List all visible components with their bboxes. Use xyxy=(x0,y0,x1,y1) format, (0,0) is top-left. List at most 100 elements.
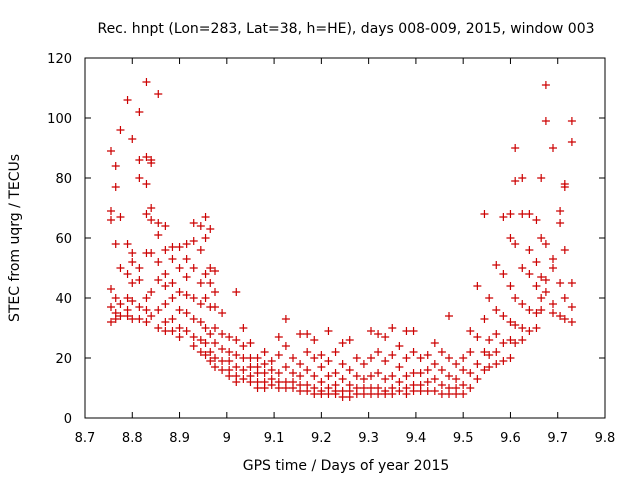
data-point xyxy=(161,318,170,326)
data-point xyxy=(338,375,347,383)
data-point xyxy=(211,303,219,311)
data-point xyxy=(395,342,404,350)
data-point xyxy=(556,312,565,320)
data-point xyxy=(549,144,557,152)
data-point xyxy=(246,378,255,386)
data-point xyxy=(189,264,198,272)
data-point xyxy=(154,231,163,239)
data-point xyxy=(142,306,151,314)
data-point xyxy=(147,249,156,257)
data-point xyxy=(409,387,418,395)
data-point xyxy=(135,315,144,323)
data-point xyxy=(225,333,234,341)
data-point xyxy=(367,327,375,335)
data-point xyxy=(168,315,177,323)
data-point xyxy=(480,366,489,374)
data-point xyxy=(281,315,290,323)
data-point xyxy=(135,303,144,311)
data-point xyxy=(388,390,397,398)
data-point xyxy=(338,339,347,347)
data-point xyxy=(459,354,468,362)
data-point xyxy=(274,369,283,377)
data-point xyxy=(549,255,557,263)
data-point xyxy=(123,294,132,302)
data-point xyxy=(381,390,390,398)
data-point xyxy=(128,249,137,257)
data-point xyxy=(168,279,177,287)
data-point xyxy=(123,312,132,320)
data-point xyxy=(116,126,125,134)
data-point xyxy=(409,327,418,335)
data-point xyxy=(281,342,290,350)
x-tick-label: 9.8 xyxy=(595,431,616,446)
data-point xyxy=(532,216,541,224)
data-point xyxy=(232,336,241,344)
data-point xyxy=(123,240,132,248)
data-point xyxy=(168,294,177,302)
data-point xyxy=(499,339,508,347)
y-tick-label: 80 xyxy=(55,172,72,187)
data-point xyxy=(485,294,494,302)
data-point xyxy=(232,288,241,296)
data-point xyxy=(437,366,446,374)
data-point xyxy=(345,393,354,401)
data-point xyxy=(296,387,305,395)
data-point xyxy=(437,381,446,389)
data-point xyxy=(430,360,439,368)
data-point xyxy=(303,330,312,338)
data-point xyxy=(345,336,354,344)
data-point xyxy=(175,324,184,332)
data-point xyxy=(111,315,120,323)
data-point xyxy=(331,390,340,398)
data-point xyxy=(518,324,527,332)
data-point xyxy=(374,330,383,338)
data-point xyxy=(239,375,248,383)
data-point xyxy=(537,306,546,314)
data-point xyxy=(128,279,137,287)
data-point xyxy=(182,327,191,335)
data-point xyxy=(480,210,489,218)
data-point xyxy=(511,177,520,185)
data-point xyxy=(175,264,184,272)
data-point xyxy=(452,375,461,383)
data-point xyxy=(267,381,276,389)
x-tick-label: 9.1 xyxy=(264,431,285,446)
data-point xyxy=(459,366,468,374)
data-point xyxy=(310,336,319,344)
data-point xyxy=(423,351,432,359)
data-point xyxy=(175,333,184,341)
data-point xyxy=(196,246,205,254)
data-point xyxy=(525,327,534,335)
data-point xyxy=(480,348,489,356)
data-point xyxy=(567,117,576,125)
data-point xyxy=(123,270,132,278)
data-point xyxy=(492,348,501,356)
data-point xyxy=(492,330,501,338)
data-point xyxy=(154,90,163,98)
data-point xyxy=(201,213,210,221)
data-point xyxy=(310,390,319,398)
x-tick-label: 9 xyxy=(223,431,231,446)
data-point xyxy=(466,384,475,392)
data-point xyxy=(218,345,227,353)
data-point xyxy=(359,360,368,368)
data-point xyxy=(541,117,550,125)
y-tick-label: 120 xyxy=(47,52,72,67)
data-point xyxy=(437,390,446,398)
data-point xyxy=(135,156,144,164)
data-point xyxy=(352,354,361,362)
y-axis-label: STEC from uqrg / TECUs xyxy=(7,154,23,322)
data-point xyxy=(560,246,569,254)
data-point xyxy=(473,360,482,368)
data-point xyxy=(107,147,115,155)
data-point xyxy=(416,369,425,377)
data-point xyxy=(416,387,425,395)
data-point xyxy=(381,333,390,341)
data-point xyxy=(317,378,326,386)
data-point xyxy=(459,390,468,398)
data-point xyxy=(211,324,219,332)
x-tick-label: 9.6 xyxy=(500,431,521,446)
data-point xyxy=(352,372,361,380)
data-point xyxy=(107,303,115,311)
